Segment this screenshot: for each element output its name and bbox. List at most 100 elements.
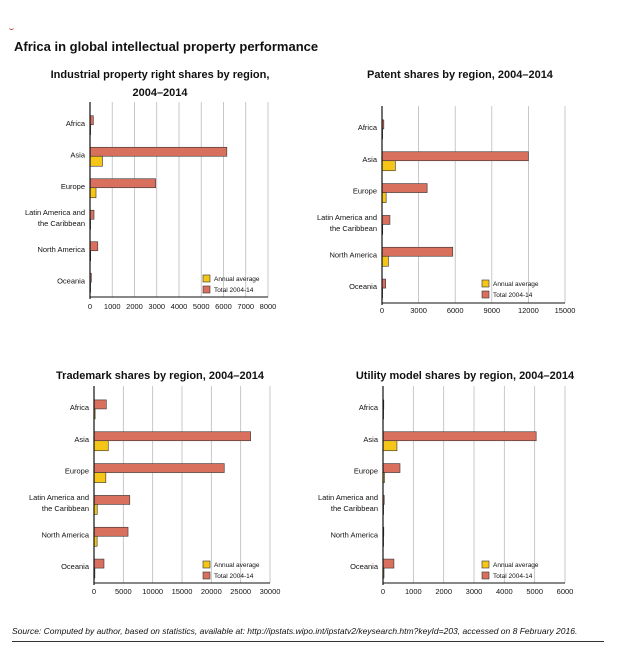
tick-label: 0	[381, 587, 385, 596]
category-label: Asia	[74, 435, 89, 444]
legend-label: Annual average	[493, 562, 539, 569]
corner-mark	[9, 26, 14, 30]
category-label-line: Europe	[65, 467, 89, 476]
category-label: Africa	[359, 403, 379, 412]
legend-swatch	[202, 560, 211, 569]
category-label: Europe	[353, 187, 377, 196]
category-label-line: Latin America and	[25, 208, 85, 217]
bar-total-2	[382, 463, 401, 473]
legend-swatch	[202, 571, 211, 580]
category-label: Africa	[358, 123, 378, 132]
tick-label: 1000	[104, 302, 121, 311]
tick-label: 4000	[496, 587, 513, 596]
figure-title: Africa in global intellectual property p…	[14, 39, 319, 54]
category-label-line: Africa	[70, 403, 90, 412]
tick-label: 8000	[260, 302, 277, 311]
category-label: Europe	[354, 467, 378, 476]
category-label-line: Latin America and	[317, 213, 377, 222]
legend-label: Total 2004-14	[214, 287, 254, 294]
panel-title-line: 2004–2014	[132, 87, 188, 99]
category-label: Africa	[66, 119, 86, 128]
tick-label: 5000	[115, 587, 132, 596]
category-label: Europe	[65, 467, 89, 476]
legend-label: Annual average	[214, 276, 260, 283]
category-label: Latin America and the Caribbean	[317, 213, 377, 233]
legend-swatch	[481, 290, 490, 299]
category-label: Asia	[362, 155, 377, 164]
category-label: Latin America and the Caribbean	[25, 208, 85, 228]
bar-total-5	[382, 558, 395, 569]
category-label-line: Asia	[74, 435, 89, 444]
bar-annual-1	[382, 440, 398, 452]
tick-label: 6000	[557, 587, 574, 596]
category-label-line: Oceania	[57, 276, 86, 285]
tick-label: 6000	[215, 302, 232, 311]
legend-label: Annual average	[493, 281, 539, 288]
category-label-line: the Caribbean	[331, 504, 378, 513]
tick-label: 7000	[237, 302, 254, 311]
tick-label: 3000	[410, 306, 427, 315]
bottom-rule	[12, 641, 604, 642]
category-label-line: Asia	[70, 150, 85, 159]
category-label-line: the Caribbean	[42, 504, 89, 513]
category-label-line: Europe	[354, 467, 378, 476]
category-label: Africa	[70, 403, 90, 412]
tick-label: 1000	[405, 587, 422, 596]
category-label-line: North America	[37, 245, 85, 254]
tick-label: 0	[92, 587, 96, 596]
tick-label: 2000	[435, 587, 452, 596]
category-label: Europe	[61, 182, 85, 191]
panel-title-line: Industrial property right shares by regi…	[50, 69, 270, 81]
legend-label: Total 2004-14	[493, 573, 533, 580]
category-label: Asia	[363, 435, 378, 444]
category-label: Oceania	[349, 282, 378, 291]
legend-swatch	[481, 571, 490, 580]
tick-label: 0	[380, 306, 384, 315]
tick-label: 10000	[142, 587, 163, 596]
tick-label: 3000	[148, 302, 165, 311]
category-label-line: the Caribbean	[330, 224, 377, 233]
panel-title-patent: Patent shares by region, 2004–2014	[330, 66, 590, 84]
legend-swatch	[481, 279, 490, 288]
tick-label: 3000	[466, 587, 483, 596]
tick-label: 15000	[172, 587, 193, 596]
panel-title-line: Patent shares by region, 2004–2014	[367, 69, 553, 81]
panel-title-line: Utility model shares by region, 2004–201…	[355, 370, 575, 382]
category-label-line: Oceania	[350, 562, 379, 571]
tick-label: 6000	[447, 306, 464, 315]
legend-swatch	[202, 274, 211, 283]
category-label: Latin America and the Caribbean	[29, 493, 89, 513]
category-label-line: the Caribbean	[38, 219, 85, 228]
category-label-line: North America	[41, 530, 89, 539]
category-label-line: Oceania	[349, 282, 378, 291]
tick-label: 12000	[518, 306, 539, 315]
category-label-line: Africa	[358, 123, 378, 132]
category-label: Latin America and the Caribbean	[318, 493, 378, 513]
category-label-line: Latin America and	[318, 493, 378, 502]
tick-label: 0	[88, 302, 92, 311]
category-label: Asia	[70, 150, 85, 159]
tick-label: 30000	[260, 587, 281, 596]
category-label-line: Oceania	[61, 562, 90, 571]
tick-label: 4000	[171, 302, 188, 311]
category-label: North America	[41, 530, 89, 539]
bar-total-1	[382, 431, 537, 442]
legend-label: Annual average	[214, 562, 260, 569]
legend-label: Total 2004-14	[493, 292, 533, 299]
legend-swatch	[481, 560, 490, 569]
category-label-line: Africa	[359, 403, 379, 412]
category-label: Oceania	[61, 562, 90, 571]
tick-label: 20000	[201, 587, 222, 596]
source-note: Source: Computed by author, based on sta…	[12, 626, 578, 636]
tick-label: 15000	[555, 306, 576, 315]
category-label: North America	[330, 530, 378, 539]
panel-title-line: Trademark shares by region, 2004–2014	[56, 370, 264, 382]
tick-label: 5000	[193, 302, 210, 311]
category-label-line: Latin America and	[29, 493, 89, 502]
category-label-line: North America	[329, 250, 377, 259]
category-label-line: North America	[330, 530, 378, 539]
panel-title-utility-model: Utility model shares by region, 2004–201…	[330, 367, 600, 385]
